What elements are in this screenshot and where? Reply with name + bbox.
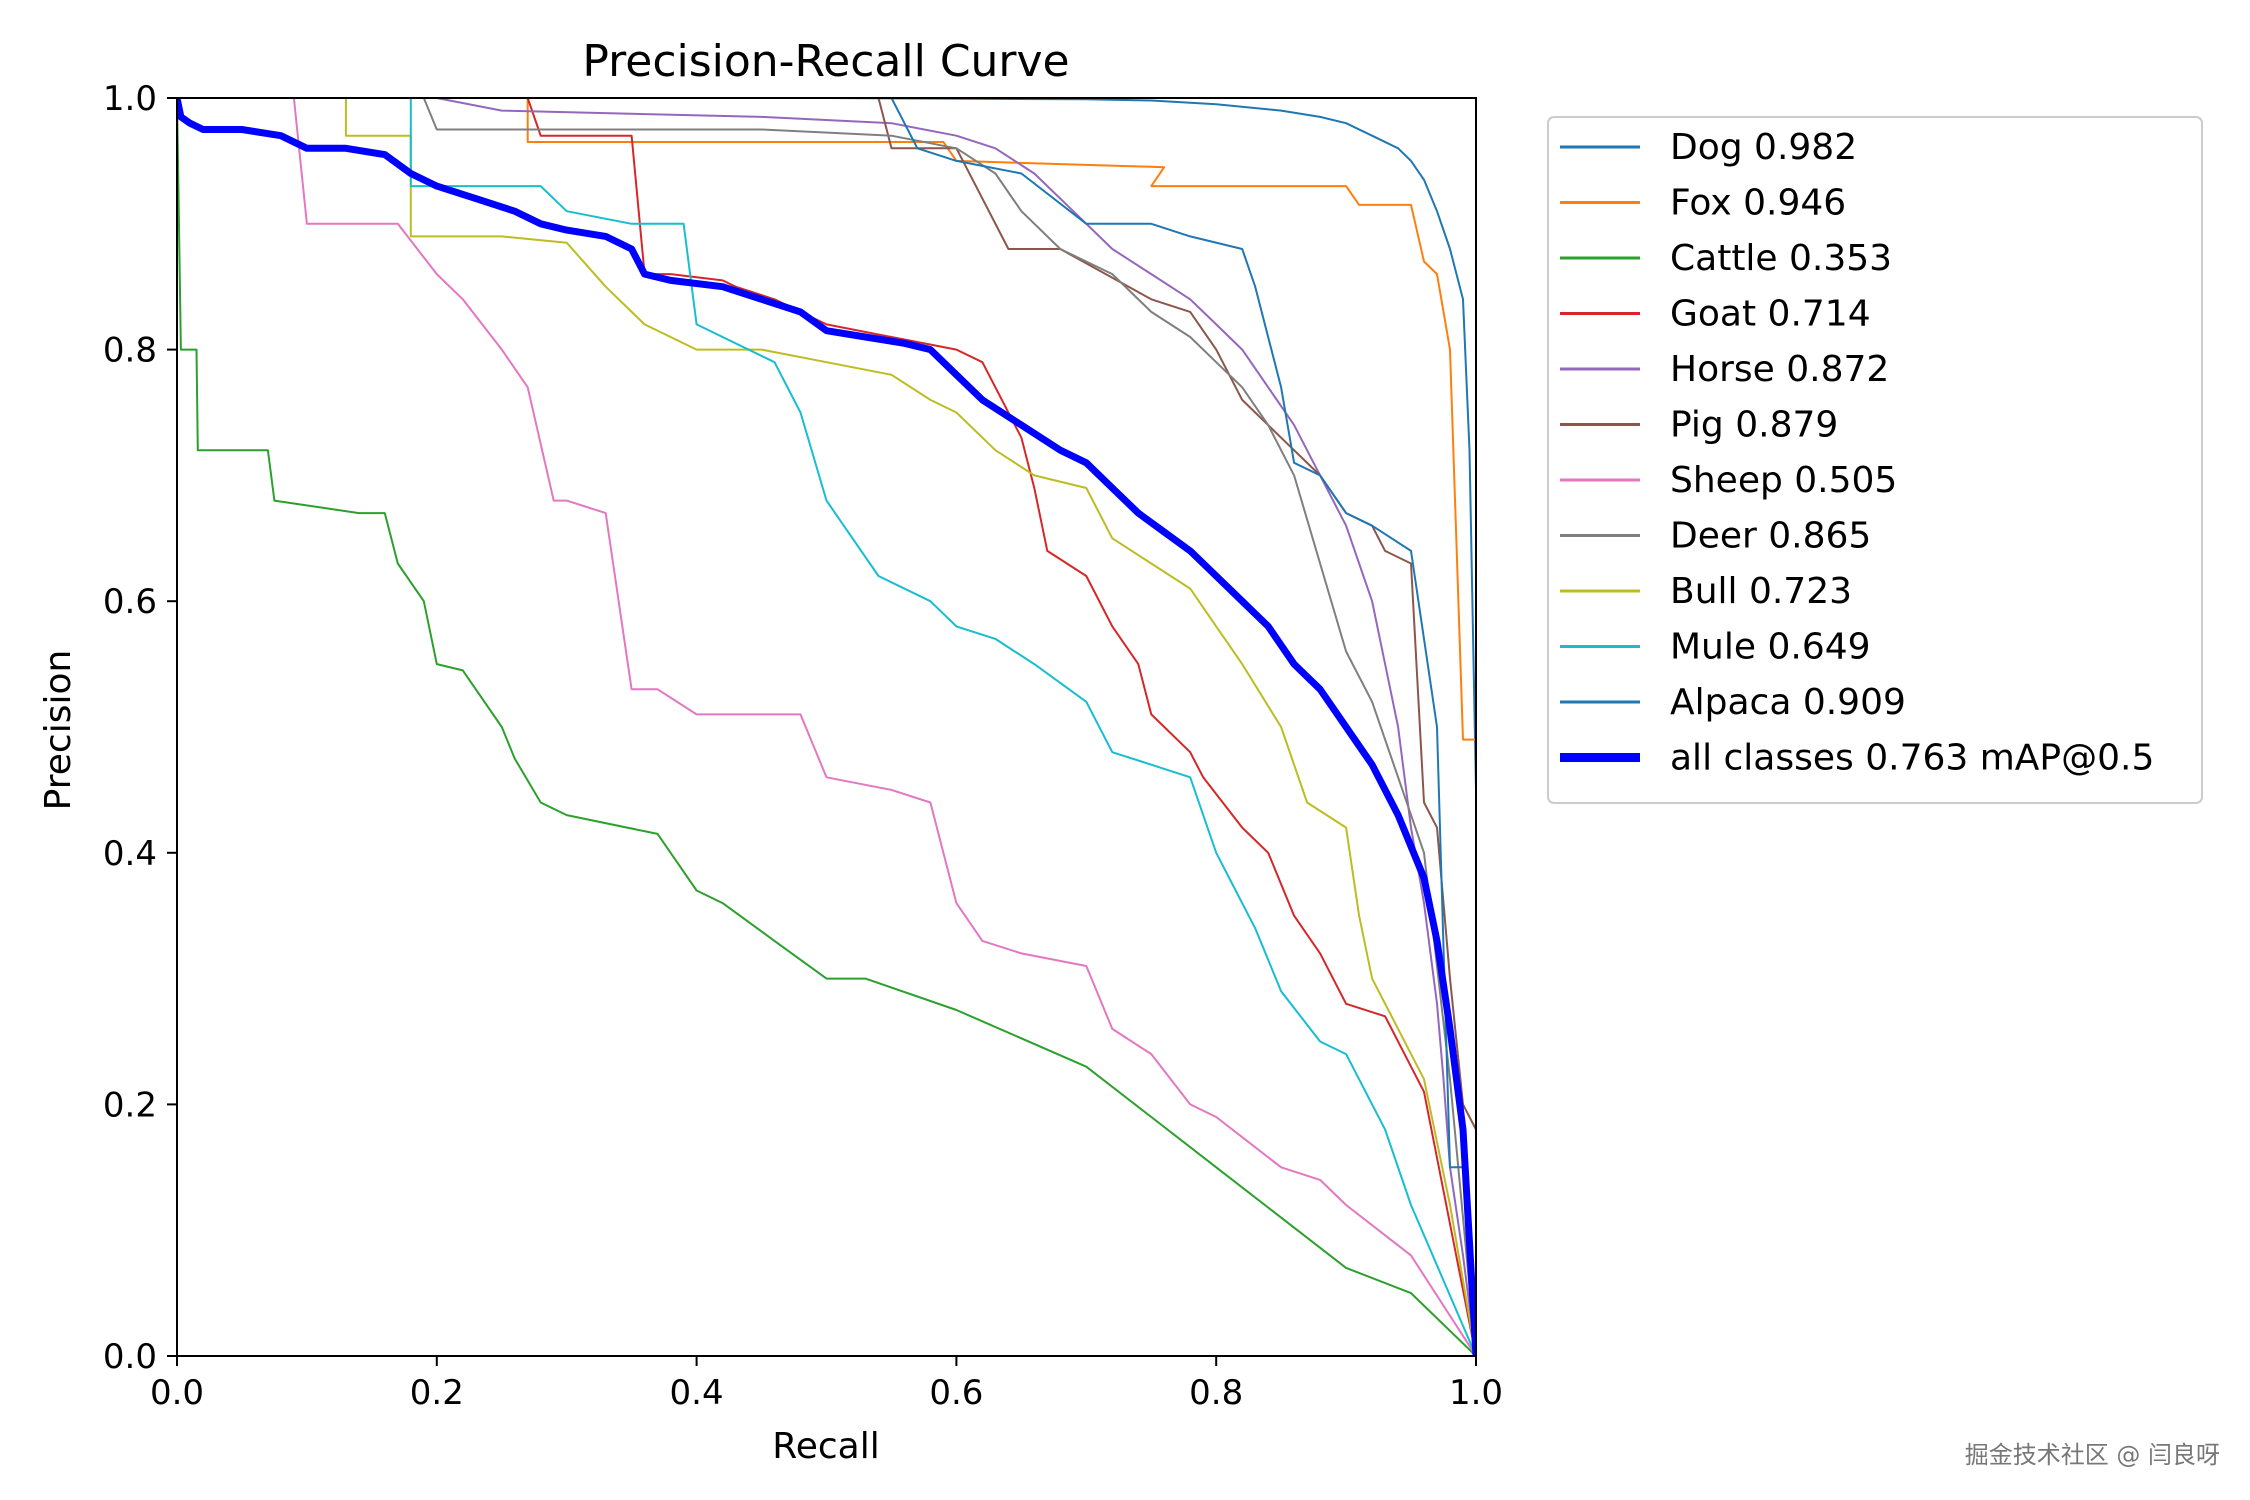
series-line-horse	[177, 98, 1476, 1356]
x-tick-label: 0.2	[410, 1373, 464, 1413]
legend-frame	[1547, 116, 2203, 804]
x-axis-label: Recall	[772, 1426, 879, 1467]
legend-label: Goat 0.714	[1670, 294, 1871, 335]
legend-label: Dog 0.982	[1670, 127, 1857, 168]
legend: Dog 0.982 Fox 0.946 Cattle 0.353 Goat 0.714…	[1547, 116, 2203, 804]
legend-label: Pig 0.879	[1670, 405, 1838, 446]
legend-label: Alpaca 0.909	[1670, 682, 1906, 723]
legend-label: Fox 0.946	[1670, 183, 1846, 224]
y-axis-label: Precision	[38, 650, 79, 811]
series-line-cattle	[177, 98, 1476, 1356]
x-tick-label: 0.4	[670, 1373, 724, 1413]
y-tick-label: 0.6	[103, 582, 157, 622]
legend-label: Deer 0.865	[1670, 516, 1871, 557]
legend-label: Sheep 0.505	[1670, 460, 1897, 501]
x-tick-label: 1.0	[1449, 1373, 1503, 1413]
y-tick-label: 0.4	[103, 834, 157, 874]
legend-label: all classes 0.763 mAP@0.5	[1670, 738, 2154, 779]
y-tick-label: 0.0	[103, 1337, 157, 1377]
legend-label: Bull 0.723	[1670, 571, 1852, 612]
y-tick-label: 0.2	[103, 1085, 157, 1125]
series-line-fox	[177, 98, 1476, 1356]
x-tick-label: 0.0	[150, 1373, 204, 1413]
legend-label: Horse 0.872	[1670, 349, 1889, 390]
legend-label: Mule 0.649	[1670, 627, 1871, 668]
series-line-all-classes	[177, 98, 1476, 1356]
series-line-alpaca	[177, 98, 1476, 1356]
series-line-deer	[177, 98, 1476, 1356]
series-line-mule	[177, 98, 1476, 1356]
chart-title: Precision-Recall Curve	[582, 36, 1069, 87]
y-tick-label: 0.8	[103, 331, 157, 371]
series-line-dog	[177, 98, 1476, 1356]
series-line-bull	[177, 98, 1476, 1356]
series-line-goat	[177, 98, 1476, 1356]
plot-frame	[176, 97, 1477, 1357]
x-tick-label: 0.8	[1189, 1373, 1243, 1413]
series-layer	[177, 98, 1476, 1356]
series-line-sheep	[177, 98, 1476, 1356]
legend-label: Cattle 0.353	[1670, 238, 1892, 279]
watermark: 掘金技术社区 @ 闫良呀	[1964, 1441, 2220, 1469]
axes-layer: 0.0 0.2 0.4 0.6 0.8 1.0 0.0 0.2 0.4 0.6 0.8 1.0	[103, 79, 1503, 1413]
y-tick-label: 1.0	[103, 79, 157, 119]
x-tick-label: 0.6	[929, 1373, 983, 1413]
